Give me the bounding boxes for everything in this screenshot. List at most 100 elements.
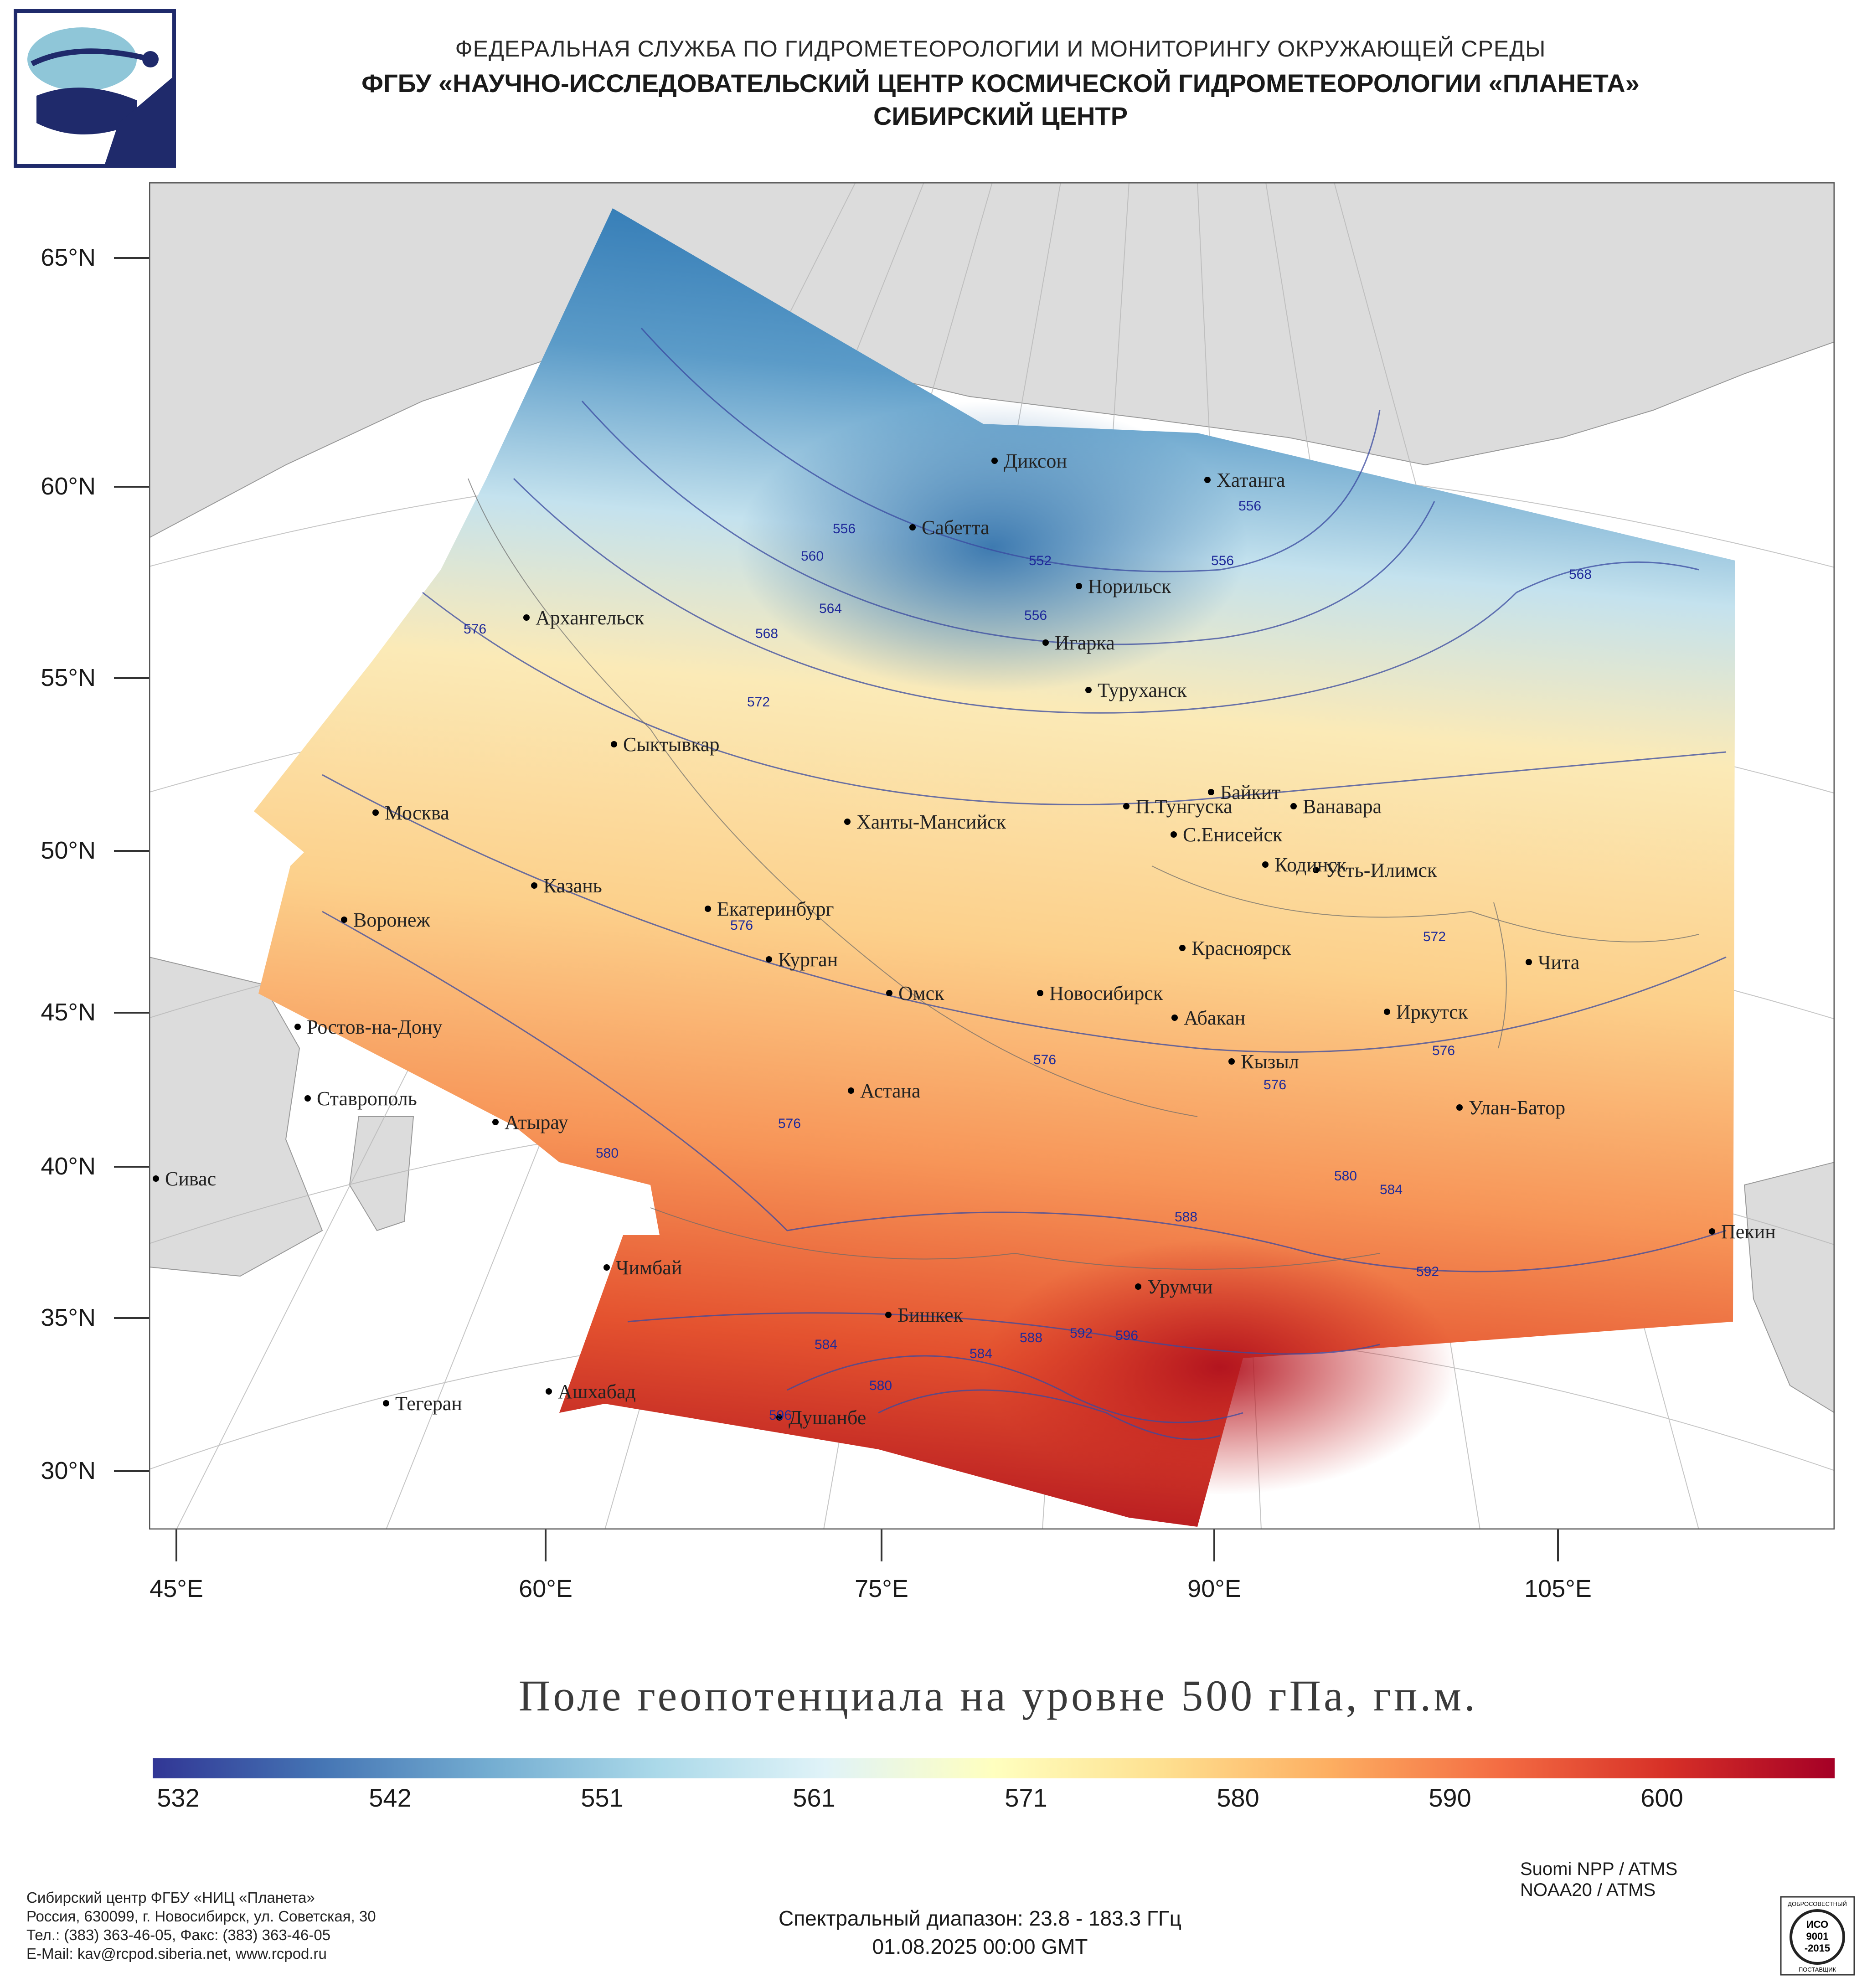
city-label: Ставрополь bbox=[317, 1087, 417, 1110]
city-label: Казань bbox=[543, 875, 602, 897]
contour-labels: 552 556 556 556 556 560 564 568 568 572 … bbox=[464, 499, 1592, 1423]
lon-label-90: 90°E bbox=[1187, 1575, 1241, 1602]
city-label: Абакан bbox=[1184, 1007, 1245, 1029]
contour-label: 588 bbox=[1020, 1330, 1042, 1345]
lat-label-60: 60°N bbox=[41, 473, 96, 500]
city-label: Туруханск bbox=[1098, 679, 1187, 701]
city-label: Москва bbox=[385, 802, 449, 824]
city-label: Красноярск bbox=[1191, 937, 1291, 959]
city-label: Диксон bbox=[1004, 450, 1067, 472]
city-label: Курган bbox=[778, 948, 838, 971]
contour-label: 592 bbox=[1070, 1326, 1093, 1341]
city-label: Игарка bbox=[1055, 632, 1115, 654]
colorbar-tick: 600 bbox=[1640, 1783, 1683, 1812]
lat-label-50: 50°N bbox=[41, 837, 96, 864]
colorbar-tick: 532 bbox=[157, 1783, 200, 1812]
city-label: Бишкек bbox=[897, 1304, 964, 1326]
satellite-list: Suomi NPP / ATMS NOAA20 / ATMS bbox=[1520, 1859, 1677, 1900]
contour-label: 552 bbox=[1029, 553, 1052, 568]
contour-label: 584 bbox=[1380, 1182, 1403, 1197]
colorbar-tick: 542 bbox=[369, 1783, 412, 1812]
lon-ticks bbox=[175, 1530, 1559, 1561]
header-center: СИБИРСКИЙ ЦЕНТР bbox=[873, 102, 1128, 130]
cert-text: ПОСТАВЩИК bbox=[1799, 1966, 1836, 1973]
city-label: С.Енисейск bbox=[1183, 824, 1283, 846]
city-label: Урумчи bbox=[1147, 1276, 1213, 1298]
colorbar bbox=[153, 1758, 1835, 1778]
city-markers bbox=[153, 458, 1715, 1421]
cert-text: -2015 bbox=[1805, 1942, 1830, 1954]
city-label: Сабетта bbox=[922, 516, 990, 539]
satellite-line: NOAA20 / ATMS bbox=[1520, 1880, 1656, 1900]
lat-ticks bbox=[114, 257, 149, 1472]
city-label: Тегеран bbox=[395, 1392, 462, 1415]
lat-label-65: 65°N bbox=[41, 244, 96, 271]
city-label: Екатеринбург bbox=[717, 898, 834, 920]
colorbar-tick: 561 bbox=[793, 1783, 836, 1812]
city-label: Астана bbox=[860, 1080, 921, 1102]
contour-label: 596 bbox=[1115, 1328, 1138, 1343]
contour-label: 584 bbox=[970, 1346, 992, 1361]
header-agency: ФЕДЕРАЛЬНАЯ СЛУЖБА ПО ГИДРОМЕТЕОРОЛОГИИ … bbox=[455, 36, 1546, 62]
lon-label-105: 105°E bbox=[1524, 1575, 1592, 1602]
city-label: Чимбай bbox=[616, 1257, 682, 1279]
contour-label: 576 bbox=[1264, 1077, 1286, 1092]
lat-label-55: 55°N bbox=[41, 664, 96, 691]
contour-label: 564 bbox=[819, 601, 842, 616]
contour-label: 556 bbox=[833, 521, 856, 536]
city-label: Архангельск bbox=[536, 607, 645, 629]
geopotential-field bbox=[254, 208, 1735, 1527]
iso-certificate-badge: ДОБРОСОВЕСТНЫЙ ИСО 9001 -2015 ПОСТАВЩИК bbox=[1780, 1896, 1855, 1976]
city-label: Ханты-Мансийск bbox=[856, 811, 1006, 833]
colorbar-tick: 571 bbox=[1005, 1783, 1047, 1812]
contour-label: 592 bbox=[1416, 1264, 1439, 1279]
cert-text: ИСО bbox=[1806, 1919, 1828, 1930]
contour-label: 556 bbox=[1238, 499, 1261, 514]
org-line: Тел.: (383) 363-46-05, Факс: (383) 363-4… bbox=[26, 1926, 331, 1943]
city-labels: Диксон Хатанга Сабетта Норильск Архангел… bbox=[165, 450, 1776, 1429]
contour-label: 572 bbox=[1423, 929, 1446, 944]
city-label: Ростов-на-Дону bbox=[307, 1016, 442, 1038]
contour-label: 580 bbox=[1334, 1169, 1357, 1184]
city-label: Атырау bbox=[505, 1111, 568, 1133]
city-label: Воронеж bbox=[353, 909, 430, 931]
city-label: Ашхабад bbox=[558, 1380, 636, 1403]
contour-label: 580 bbox=[869, 1378, 892, 1393]
city-label: Усть-Илимск bbox=[1325, 859, 1437, 881]
contour-label: 568 bbox=[1569, 567, 1592, 582]
geopotential-map: Диксон Хатанга Сабетта Норильск Архангел… bbox=[149, 182, 1835, 1530]
contour-label: 576 bbox=[1033, 1052, 1056, 1067]
contour-label: 576 bbox=[464, 622, 486, 637]
city-label: П.Тунгуска bbox=[1135, 795, 1233, 818]
land-background bbox=[149, 182, 1835, 1414]
city-label: Ванавара bbox=[1303, 795, 1382, 818]
lat-label-30: 30°N bbox=[41, 1457, 96, 1484]
lon-label-60: 60°E bbox=[519, 1575, 572, 1602]
city-label: Хатанга bbox=[1217, 469, 1285, 491]
header-organization: ФГБУ «НАУЧНО-ИССЛЕДОВАТЕЛЬСКИЙ ЦЕНТР КОС… bbox=[361, 69, 1640, 98]
contour-lines bbox=[322, 327, 1727, 1440]
colorbar-tick: 551 bbox=[581, 1783, 624, 1812]
lon-label-45: 45°E bbox=[150, 1575, 203, 1602]
contour-label: 584 bbox=[815, 1337, 837, 1352]
satellite-line: Suomi NPP / ATMS bbox=[1520, 1859, 1678, 1879]
lat-label-40: 40°N bbox=[41, 1153, 96, 1180]
lat-label-45: 45°N bbox=[41, 999, 96, 1026]
contour-label: 572 bbox=[747, 695, 770, 710]
city-label: Душанбе bbox=[789, 1406, 866, 1429]
contour-label: 560 bbox=[801, 549, 824, 564]
lon-label-75: 75°E bbox=[855, 1575, 908, 1602]
city-label: Улан-Батор bbox=[1469, 1097, 1565, 1119]
contour-label: 576 bbox=[1432, 1043, 1455, 1058]
contour-label: 568 bbox=[755, 626, 778, 641]
city-label: Байкит bbox=[1220, 781, 1281, 803]
org-line: Россия, 630099, г. Новосибирск, ул. Сове… bbox=[26, 1908, 376, 1925]
colorbar-tick: 580 bbox=[1217, 1783, 1259, 1812]
city-label: Иркутск bbox=[1396, 1001, 1468, 1023]
contour-label: 588 bbox=[1175, 1210, 1197, 1225]
city-label: Омск bbox=[898, 982, 944, 1004]
colorbar-tick: 590 bbox=[1429, 1783, 1471, 1812]
observation-datetime: 01.08.2025 00:00 GMT bbox=[872, 1935, 1088, 1958]
boundaries bbox=[468, 478, 1699, 1270]
contour-label: 556 bbox=[1211, 553, 1234, 568]
